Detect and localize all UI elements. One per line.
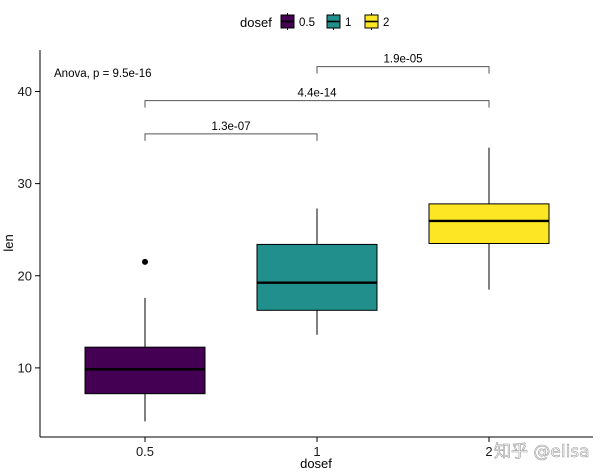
- x-tick-label: 2: [485, 444, 492, 459]
- box-group-1: [256, 208, 378, 335]
- outlier-point-0.5: [142, 258, 148, 265]
- comparison-bracket-2: 4.4e-14: [144, 88, 490, 108]
- comparison-bracket-1: 1.3e-07: [144, 121, 318, 141]
- bracket-line: [144, 133, 318, 141]
- comparison-bracket-3: 1.9e-05: [316, 54, 490, 74]
- x-tick-label: 1: [313, 444, 320, 459]
- box-group-0.5: [84, 258, 206, 422]
- legend-item-2: 2: [364, 13, 389, 30]
- plot-area: 1.3e-07 4.4e-14 1.9e-05: [84, 54, 550, 422]
- y-axis-title: len: [1, 234, 16, 251]
- legend-item-1: 1: [326, 13, 351, 30]
- y-tick-label: 10: [18, 360, 32, 375]
- legend-label: 0.5: [299, 17, 315, 29]
- box-1: [256, 243, 378, 311]
- legend-title: dosef: [240, 15, 272, 30]
- bracket-line: [316, 66, 490, 74]
- watermark: 知乎 @elisa: [494, 442, 590, 462]
- legend: dosef 0.5 1 2: [240, 13, 389, 30]
- box-2: [428, 203, 550, 244]
- p-value-label: 1.3e-07: [211, 121, 250, 133]
- box-group-2: [428, 147, 550, 290]
- y-tick-label: 40: [18, 84, 32, 99]
- legend-label: 2: [383, 17, 389, 29]
- x-tick-label: 0.5: [136, 444, 154, 459]
- y-tick-label: 30: [18, 176, 32, 191]
- x-axis-title: dosef: [300, 456, 332, 471]
- legend-label: 1: [345, 17, 351, 29]
- y-tick-label: 20: [18, 268, 32, 283]
- p-value-label: 1.9e-05: [383, 54, 422, 66]
- legend-item-0.5: 0.5: [280, 13, 315, 30]
- anova-annotation: Anova, p = 9.5e-16: [54, 68, 152, 80]
- bracket-line: [144, 100, 490, 108]
- p-value-label: 4.4e-14: [297, 88, 337, 100]
